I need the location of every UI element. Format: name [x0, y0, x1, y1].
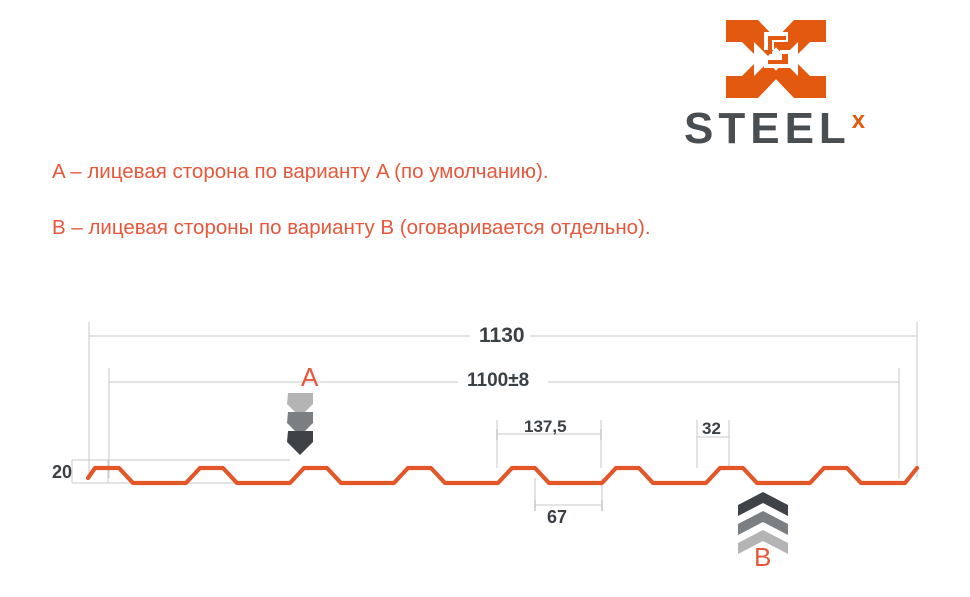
dimension-label-working-width: 1100±8	[467, 370, 530, 391]
marker-label-b: B	[754, 542, 772, 572]
dimension-label-wave-pitch: 137,5	[524, 417, 567, 436]
steelx-x-logo-icon	[726, 20, 826, 98]
dimension-label-height: 20	[52, 462, 73, 482]
marker-b-chevrons	[738, 492, 788, 554]
dimension-label-valley-width: 67	[547, 507, 568, 527]
corrugated-profile-path	[85, 465, 920, 486]
marker-label-a: A	[301, 362, 319, 392]
chevron-b-2	[738, 511, 788, 535]
chevron-a-1	[287, 393, 313, 417]
chevron-a-2	[287, 412, 313, 436]
chevron-b-3	[738, 530, 788, 554]
chevron-b-1	[738, 492, 788, 516]
brand-logo: STEEL x	[684, 16, 914, 151]
note-variant-b: B – лицевая стороны по варианту B (огова…	[52, 216, 651, 239]
note-variant-a: A – лицевая сторона по варианту A (по ум…	[52, 160, 549, 183]
chevron-a-3	[287, 431, 313, 455]
brand-wordmark: STEEL x	[684, 104, 914, 153]
dimension-ticks	[496, 429, 603, 511]
dimension-label-total-width: 1130	[479, 324, 525, 347]
dimension-label-crest-width: 32	[702, 419, 721, 438]
wordmark-superscript: x	[851, 107, 866, 134]
marker-a-chevrons	[287, 393, 313, 455]
wordmark-text: STEEL	[684, 104, 851, 153]
